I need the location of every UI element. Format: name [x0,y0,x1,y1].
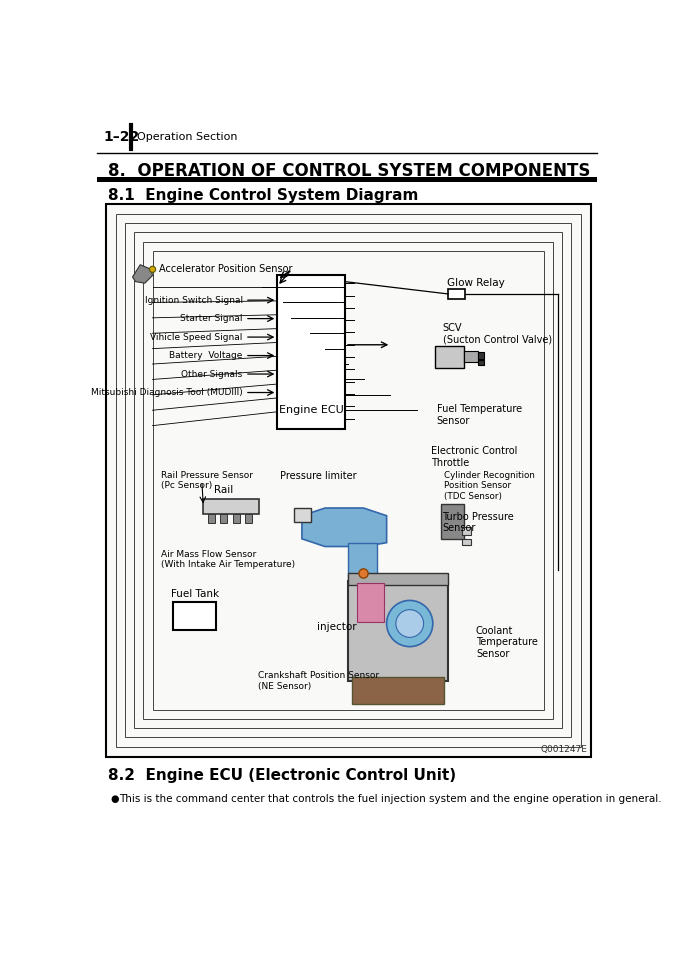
Text: Fuel Tank: Fuel Tank [171,589,219,600]
Text: Engine ECU: Engine ECU [279,406,343,415]
Bar [278,276,345,430]
Bar [478,353,485,358]
Text: 8.1  Engine Control System Diagram: 8.1 Engine Control System Diagram [108,188,418,203]
Bar [134,233,562,728]
Text: 8.2  Engine ECU (Electronic Control Unit): 8.2 Engine ECU (Electronic Control Unit) [108,768,456,783]
Bar [208,514,215,524]
Text: Pressure limiter: Pressure limiter [280,471,357,481]
Bar [152,251,544,710]
Bar [97,177,597,183]
Text: 8.  OPERATION OF CONTROL SYSTEM COMPONENTS: 8. OPERATION OF CONTROL SYSTEM COMPONENT… [108,161,590,180]
Text: Electronic Control
Throttle: Electronic Control Throttle [431,447,518,468]
Bar [348,543,377,585]
Bar [233,514,240,524]
Text: Crankshaft Position Sensor
(NE Sensor): Crankshaft Position Sensor (NE Sensor) [258,672,379,691]
Text: injector: injector [318,622,357,632]
Text: Glow Relay: Glow Relay [447,278,504,288]
Text: Accelerator Position Sensor: Accelerator Position Sensor [158,264,292,274]
Bar [106,204,590,756]
Bar [245,514,252,524]
Bar [464,351,478,361]
Bar [435,346,464,368]
Bar [348,581,448,681]
Circle shape [150,266,156,272]
Bar [441,505,464,539]
Text: Mitsubishi Diagnosis Tool (MUDIII): Mitsubishi Diagnosis Tool (MUDIII) [91,388,242,397]
Text: Turbo Pressure
Sensor: Turbo Pressure Sensor [442,512,514,533]
Bar [462,528,471,535]
Text: Q001247E: Q001247E [541,745,588,753]
Text: Coolant
Temperature
Sensor: Coolant Temperature Sensor [476,626,538,659]
Text: Air Mass Flow Sensor
(With Intake Air Temperature): Air Mass Flow Sensor (With Intake Air Te… [161,550,295,569]
Text: SCV
(Sucton Control Valve): SCV (Sucton Control Valve) [443,323,552,345]
Text: Ignition Switch Signal: Ignition Switch Signal [144,296,242,305]
Text: 1–22: 1–22 [104,130,139,144]
Bar [448,289,465,299]
Bar [173,602,217,629]
Text: Battery  Voltage: Battery Voltage [169,351,242,360]
Bar [144,241,553,719]
Circle shape [396,609,424,637]
Text: Fuel Temperature
Sensor: Fuel Temperature Sensor [437,404,522,426]
Bar [352,678,444,704]
Bar [348,574,448,585]
Text: Vihicle Speed Signal: Vihicle Speed Signal [150,333,242,341]
Bar [203,499,259,514]
Polygon shape [302,508,387,547]
Text: ●: ● [110,795,118,804]
Circle shape [359,569,368,579]
Text: Other Signals: Other Signals [181,370,242,379]
Bar [294,508,311,522]
Bar [478,360,485,365]
Polygon shape [133,264,152,283]
Text: Rail Pressure Sensor
(Pc Sensor): Rail Pressure Sensor (Pc Sensor) [161,471,253,490]
Bar [357,583,385,622]
Bar [116,214,581,747]
Text: Starter Signal: Starter Signal [180,314,242,323]
Bar [220,514,227,524]
Bar [125,223,571,737]
Text: Operation Section: Operation Section [137,132,238,142]
Circle shape [387,601,433,647]
Text: Cylinder Recognition
Position Sensor
(TDC Sensor): Cylinder Recognition Position Sensor (TD… [444,471,536,501]
Text: Rail: Rail [214,485,234,495]
Text: This is the command center that controls the fuel injection system and the engin: This is the command center that controls… [118,795,661,804]
Bar [462,539,471,545]
